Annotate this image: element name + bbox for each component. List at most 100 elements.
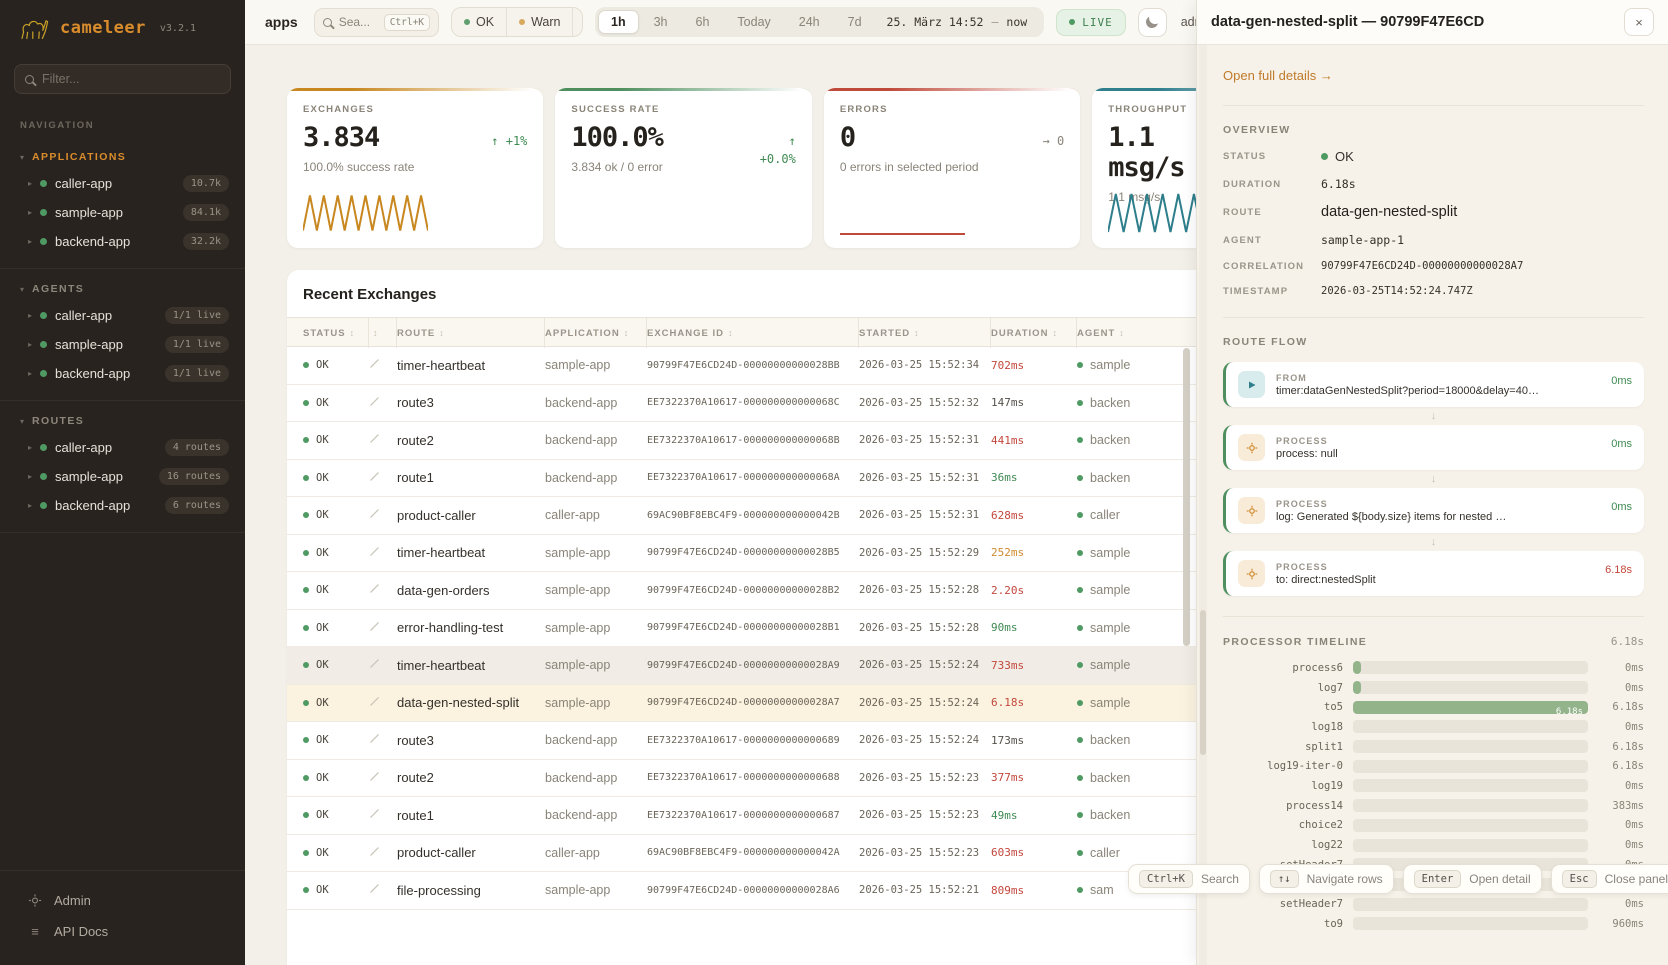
- sidebar-filter[interactable]: [14, 64, 231, 94]
- table-row[interactable]: OK route3 backend-app EE7322370A10617-00…: [287, 385, 1617, 422]
- status-dot: [40, 473, 48, 480]
- timeline-row[interactable]: log18 0ms: [1223, 717, 1644, 737]
- table-row[interactable]: OK product-caller caller-app 69AC90BF8EB…: [287, 835, 1617, 872]
- sidebar-item-route[interactable]: ▸ sample-app 16 routes: [0, 462, 245, 491]
- column-header-route[interactable]: ROUTE ↕: [397, 318, 545, 348]
- table-row[interactable]: OK timer-heartbeat sample-app 90799F47E6…: [287, 535, 1617, 572]
- trend-cell: [369, 431, 397, 449]
- global-search[interactable]: Ctrl+K: [313, 7, 440, 37]
- table-row[interactable]: OK route2 backend-app EE7322370A10617-00…: [287, 422, 1617, 460]
- time-range-button[interactable]: Today: [724, 10, 783, 34]
- trend-cell: [369, 619, 397, 637]
- sidebar-item-application[interactable]: ▸ caller-app 10.7k: [0, 169, 245, 198]
- column-header-duration[interactable]: DURATION ↕: [991, 318, 1077, 348]
- sort-icon: ↕: [349, 328, 356, 338]
- agent-dot: [1077, 587, 1083, 594]
- route-flow-step[interactable]: PROCESS log: Generated ${body.size} item…: [1223, 488, 1644, 533]
- table-row[interactable]: OK route1 backend-app EE7322370A10617-00…: [287, 460, 1617, 497]
- timeline-row[interactable]: log19 0ms: [1223, 776, 1644, 796]
- search-input[interactable]: [338, 15, 377, 29]
- timeline-row[interactable]: log19-iter-0 6.18s: [1223, 756, 1644, 776]
- timeline-row[interactable]: split1 6.18s: [1223, 737, 1644, 757]
- row-duration: 628ms: [991, 508, 1025, 522]
- live-indicator[interactable]: LIVE: [1056, 8, 1126, 36]
- timeline-row[interactable]: choice2 0ms: [1223, 816, 1644, 836]
- table-row[interactable]: OK file-processing sample-app 90799F47E6…: [287, 872, 1617, 910]
- timeline-row[interactable]: process6 0ms: [1223, 658, 1644, 678]
- table-row[interactable]: OK data-gen-orders sample-app 90799F47E6…: [287, 572, 1617, 610]
- table-row[interactable]: OK timer-heartbeat sample-app 90799F47E6…: [287, 347, 1617, 385]
- sidebar-item-application[interactable]: ▸ sample-app 84.1k: [0, 198, 245, 227]
- close-panel-button[interactable]: ×: [1624, 8, 1654, 36]
- timeline-row[interactable]: to5 6.18s 6.18s: [1223, 697, 1644, 717]
- time-range-button[interactable]: 3h: [641, 10, 681, 34]
- table-row[interactable]: OK route2 backend-app EE7322370A10617-00…: [287, 760, 1617, 797]
- stat-card[interactable]: EXCHANGES 3.834 ↑ +1% 100.0% success rat…: [287, 88, 544, 248]
- timeline-row[interactable]: process14 383ms: [1223, 796, 1644, 816]
- status-filter-button[interactable]: E: [573, 8, 582, 36]
- shortcut-pill: ↑↓ Navigate rows: [1258, 864, 1394, 894]
- route-flow-step[interactable]: PROCESS to: direct:nestedSplit 6.18s: [1223, 551, 1644, 596]
- sidebar-item-application[interactable]: ▸ backend-app 32.2k: [0, 227, 245, 256]
- column-header-started[interactable]: STARTED ↕: [859, 318, 991, 348]
- agent-dot: [1077, 437, 1083, 444]
- hamburger-icon: ≡: [31, 924, 39, 939]
- status-filter-button[interactable]: OK: [452, 8, 508, 36]
- column-header-agent[interactable]: AGENT ↕: [1077, 327, 1125, 339]
- route-flow-step[interactable]: PROCESS process: null 0ms: [1223, 425, 1644, 470]
- stat-card[interactable]: SUCCESS RATE 100.0% ↑ +0.0% 3.834 ok / 0 …: [555, 88, 812, 248]
- time-range-button[interactable]: 1h: [598, 10, 639, 34]
- column-header-exchange-id[interactable]: EXCHANGE ID ↕: [647, 318, 859, 348]
- dark-mode-toggle[interactable]: [1137, 7, 1167, 37]
- date-range-display[interactable]: 25. März 14:52 — now: [877, 15, 1042, 29]
- table-row[interactable]: OK route3 backend-app EE7322370A10617-00…: [287, 722, 1617, 760]
- column-header-status[interactable]: STATUS ↕: [303, 318, 369, 348]
- sidebar-item-route[interactable]: ▸ backend-app 6 routes: [0, 491, 245, 520]
- time-range-button[interactable]: 24h: [786, 10, 833, 34]
- table-row[interactable]: OK error-handling-test sample-app 90799F…: [287, 610, 1617, 647]
- column-header-trend[interactable]: ↕: [369, 318, 397, 348]
- sidebar-item-agent[interactable]: ▸ backend-app 1/1 live: [0, 359, 245, 388]
- chevron-right-icon: ▸: [28, 501, 33, 510]
- row-duration: 809ms: [991, 883, 1025, 897]
- section-applications-header[interactable]: ▾ APPLICATIONS: [0, 147, 245, 169]
- time-range-button[interactable]: 7d: [835, 10, 875, 34]
- row-route: timer-heartbeat: [397, 357, 486, 373]
- row-application: backend-app: [545, 770, 618, 785]
- route-flow-step-wrap: PROCESS process: null 0ms ↓: [1223, 425, 1644, 488]
- timeline-row[interactable]: setHeader7 0ms: [1223, 894, 1644, 914]
- time-range-button[interactable]: 6h: [683, 10, 723, 34]
- routes-count-badge: 4 routes: [164, 439, 229, 456]
- gear-icon: [1246, 568, 1257, 579]
- timeline-row[interactable]: log7 0ms: [1223, 678, 1644, 698]
- column-header-application[interactable]: APPLICATION ↕: [545, 318, 647, 348]
- main-scrollbar[interactable]: [1183, 348, 1190, 646]
- sidebar-item-agent[interactable]: ▸ sample-app 1/1 live: [0, 330, 245, 359]
- sidebar-item-agent[interactable]: ▸ caller-app 1/1 live: [0, 301, 245, 330]
- table-row[interactable]: OK product-caller caller-app 69AC90BF8EB…: [287, 497, 1617, 535]
- stat-subtitle: 0 errors in selected period: [839, 160, 979, 175]
- stat-card[interactable]: ERRORS 0 → 0 0 errors in selected period: [823, 88, 1081, 248]
- chevron-right-icon: ▸: [28, 472, 33, 481]
- sidebar-item-api-docs[interactable]: ≡ API Docs: [0, 916, 245, 947]
- section-agents-header[interactable]: ▾ AGENTS: [0, 279, 245, 301]
- sidebar-item-admin[interactable]: Admin: [0, 885, 245, 916]
- status-filter-button[interactable]: Warn: [507, 8, 574, 36]
- open-full-details-link[interactable]: Open full details →: [1223, 68, 1333, 83]
- route-flow-step[interactable]: FROM timer:dataGenNestedSplit?period=180…: [1223, 362, 1644, 407]
- trend-cell: [369, 394, 397, 412]
- row-agent: caller: [1077, 508, 1601, 522]
- section-routes-header[interactable]: ▾ ROUTES: [0, 411, 245, 433]
- filter-input[interactable]: [42, 72, 192, 86]
- panel-scrollbar[interactable]: [1200, 610, 1206, 755]
- row-started: 2026-03-25 15:52:31: [859, 434, 980, 447]
- timeline-row[interactable]: to9 960ms: [1223, 914, 1644, 934]
- row-exchange-id: 69AC90BF8EBC4F9-000000000000042B: [647, 509, 840, 521]
- chevron-down-icon: ▾: [20, 284, 25, 294]
- table-row[interactable]: OK route1 backend-app EE7322370A10617-00…: [287, 797, 1617, 835]
- sidebar-item-label: caller-app: [55, 308, 113, 323]
- row-route: product-caller: [397, 507, 476, 523]
- timeline-row[interactable]: log22 0ms: [1223, 835, 1644, 855]
- stat-value: 1.1 msg/s: [1108, 122, 1185, 184]
- sidebar-item-route[interactable]: ▸ caller-app 4 routes: [0, 433, 245, 462]
